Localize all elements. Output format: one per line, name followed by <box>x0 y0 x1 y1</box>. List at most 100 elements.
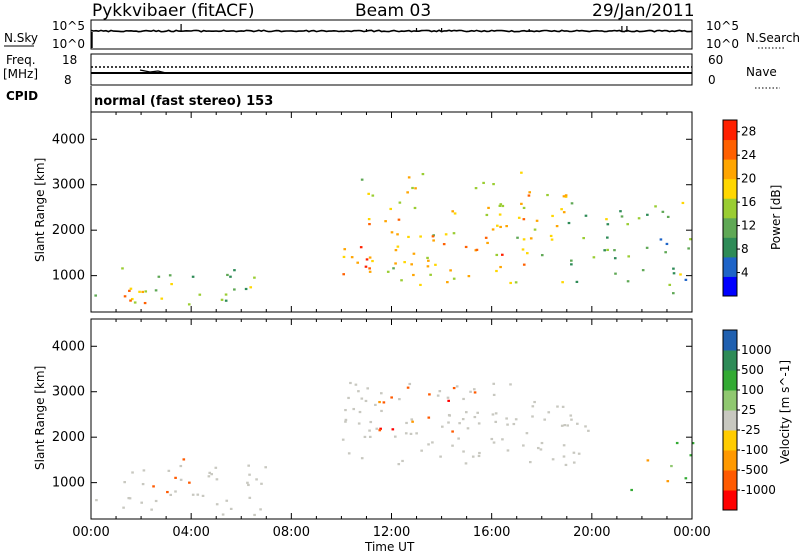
velocity-cell <box>167 469 171 472</box>
power-cell <box>138 290 141 293</box>
power-cell <box>157 275 161 278</box>
velocity-cell <box>670 464 673 468</box>
power-cell <box>224 299 228 302</box>
power-cell <box>582 236 585 240</box>
power-cell <box>520 202 523 205</box>
power-cell <box>570 263 573 266</box>
nsky-panel-frame <box>90 19 693 50</box>
velocity-cell <box>169 493 173 497</box>
freq-unit-label: [MHz] <box>3 67 38 81</box>
velocity-cell <box>408 382 412 386</box>
power-cell <box>664 251 667 254</box>
power-cell <box>121 267 124 270</box>
power-cell <box>606 236 609 239</box>
velocity-cell <box>247 464 250 467</box>
velocity-cell <box>357 422 361 425</box>
velocity-scatter-data <box>95 381 695 517</box>
power-cell <box>464 245 468 249</box>
power-cell <box>528 191 532 194</box>
power-cell <box>444 233 448 236</box>
velocity-cell <box>214 466 218 469</box>
velocity-cell <box>142 469 146 472</box>
velocity-cell <box>179 478 183 481</box>
velocity-ylabel: Slant Range [km] <box>33 366 47 470</box>
velocity-cell <box>393 435 397 438</box>
velocity-cell <box>490 437 494 441</box>
power-cell <box>567 221 571 225</box>
colorbar-tick-label: -25 <box>741 423 761 437</box>
power-cell <box>427 259 430 262</box>
velocity-cell <box>344 418 348 421</box>
velocity-cell <box>207 475 211 478</box>
velocity-cell <box>562 455 566 458</box>
power-cell <box>492 182 495 186</box>
velocity-cell <box>543 418 547 421</box>
velocity-cell <box>566 424 570 427</box>
power-cell <box>487 206 490 210</box>
velocity-cell <box>382 401 386 404</box>
velocity-cell <box>570 418 573 421</box>
velocity-cell <box>522 444 525 447</box>
velocity-colorbar-label: Velocity [m s^-1] <box>778 360 792 464</box>
colorbar-segment <box>723 490 737 511</box>
velocity-cell <box>404 432 408 435</box>
velocity-cell <box>501 438 504 441</box>
velocity-cell <box>405 421 408 425</box>
velocity-cell <box>464 462 468 465</box>
y-tick-label: 2000 <box>52 430 85 445</box>
beam-label: Beam 03 <box>355 1 431 21</box>
power-cell <box>419 283 422 287</box>
power-cell <box>684 278 688 281</box>
power-cell <box>432 239 435 242</box>
colorbar-segment <box>723 237 737 258</box>
colorbar-segment <box>723 410 737 431</box>
power-cell <box>499 265 502 269</box>
colorbar-segment <box>723 370 737 391</box>
power-cell <box>520 171 523 174</box>
colorbar-tick-label: 1000 <box>741 343 772 357</box>
velocity-cell <box>466 427 470 430</box>
power-cell <box>561 281 564 284</box>
velocity-cell <box>368 429 371 432</box>
power-cell <box>394 249 398 252</box>
power-cell <box>522 238 526 241</box>
velocity-cell <box>436 394 440 397</box>
velocity-cell <box>347 396 350 400</box>
power-cell <box>592 256 596 259</box>
power-cell <box>154 289 158 292</box>
colorbar-segment <box>723 350 737 371</box>
power-cell <box>540 254 544 257</box>
velocity-cell <box>375 427 379 430</box>
power-panel-frame <box>90 111 693 313</box>
power-cell <box>606 248 609 252</box>
power-cell <box>499 225 502 229</box>
velocity-cell <box>141 482 145 486</box>
power-cell <box>244 287 248 291</box>
date-label: 29/Jan/2011 <box>592 1 695 21</box>
power-cell <box>160 297 164 300</box>
velocity-cell <box>374 403 377 407</box>
colorbar-tick-label: 100 <box>741 383 764 397</box>
power-cell <box>233 269 236 272</box>
colorbar-segment <box>723 276 737 297</box>
velocity-cell <box>477 454 481 458</box>
power-cell <box>407 176 411 179</box>
velocity-cell <box>406 386 410 389</box>
colorbar-segment <box>723 139 737 160</box>
velocity-cell <box>215 478 219 481</box>
nave-label: Nave <box>746 65 777 79</box>
power-cell <box>431 235 435 238</box>
velocity-cell <box>420 449 423 452</box>
colorbar-tick-label: 8 <box>741 242 749 256</box>
velocity-cell <box>428 393 431 396</box>
colorbar-tick-label: -100 <box>741 443 768 457</box>
power-cell <box>570 259 573 262</box>
velocity-cell <box>438 390 442 393</box>
velocity-cell <box>378 400 381 404</box>
velocity-cell <box>531 405 535 408</box>
power-cell <box>549 234 553 238</box>
velocity-cell <box>587 429 590 432</box>
velocity-cell <box>569 414 573 417</box>
velocity-cell <box>380 392 383 395</box>
power-cell <box>564 194 568 197</box>
